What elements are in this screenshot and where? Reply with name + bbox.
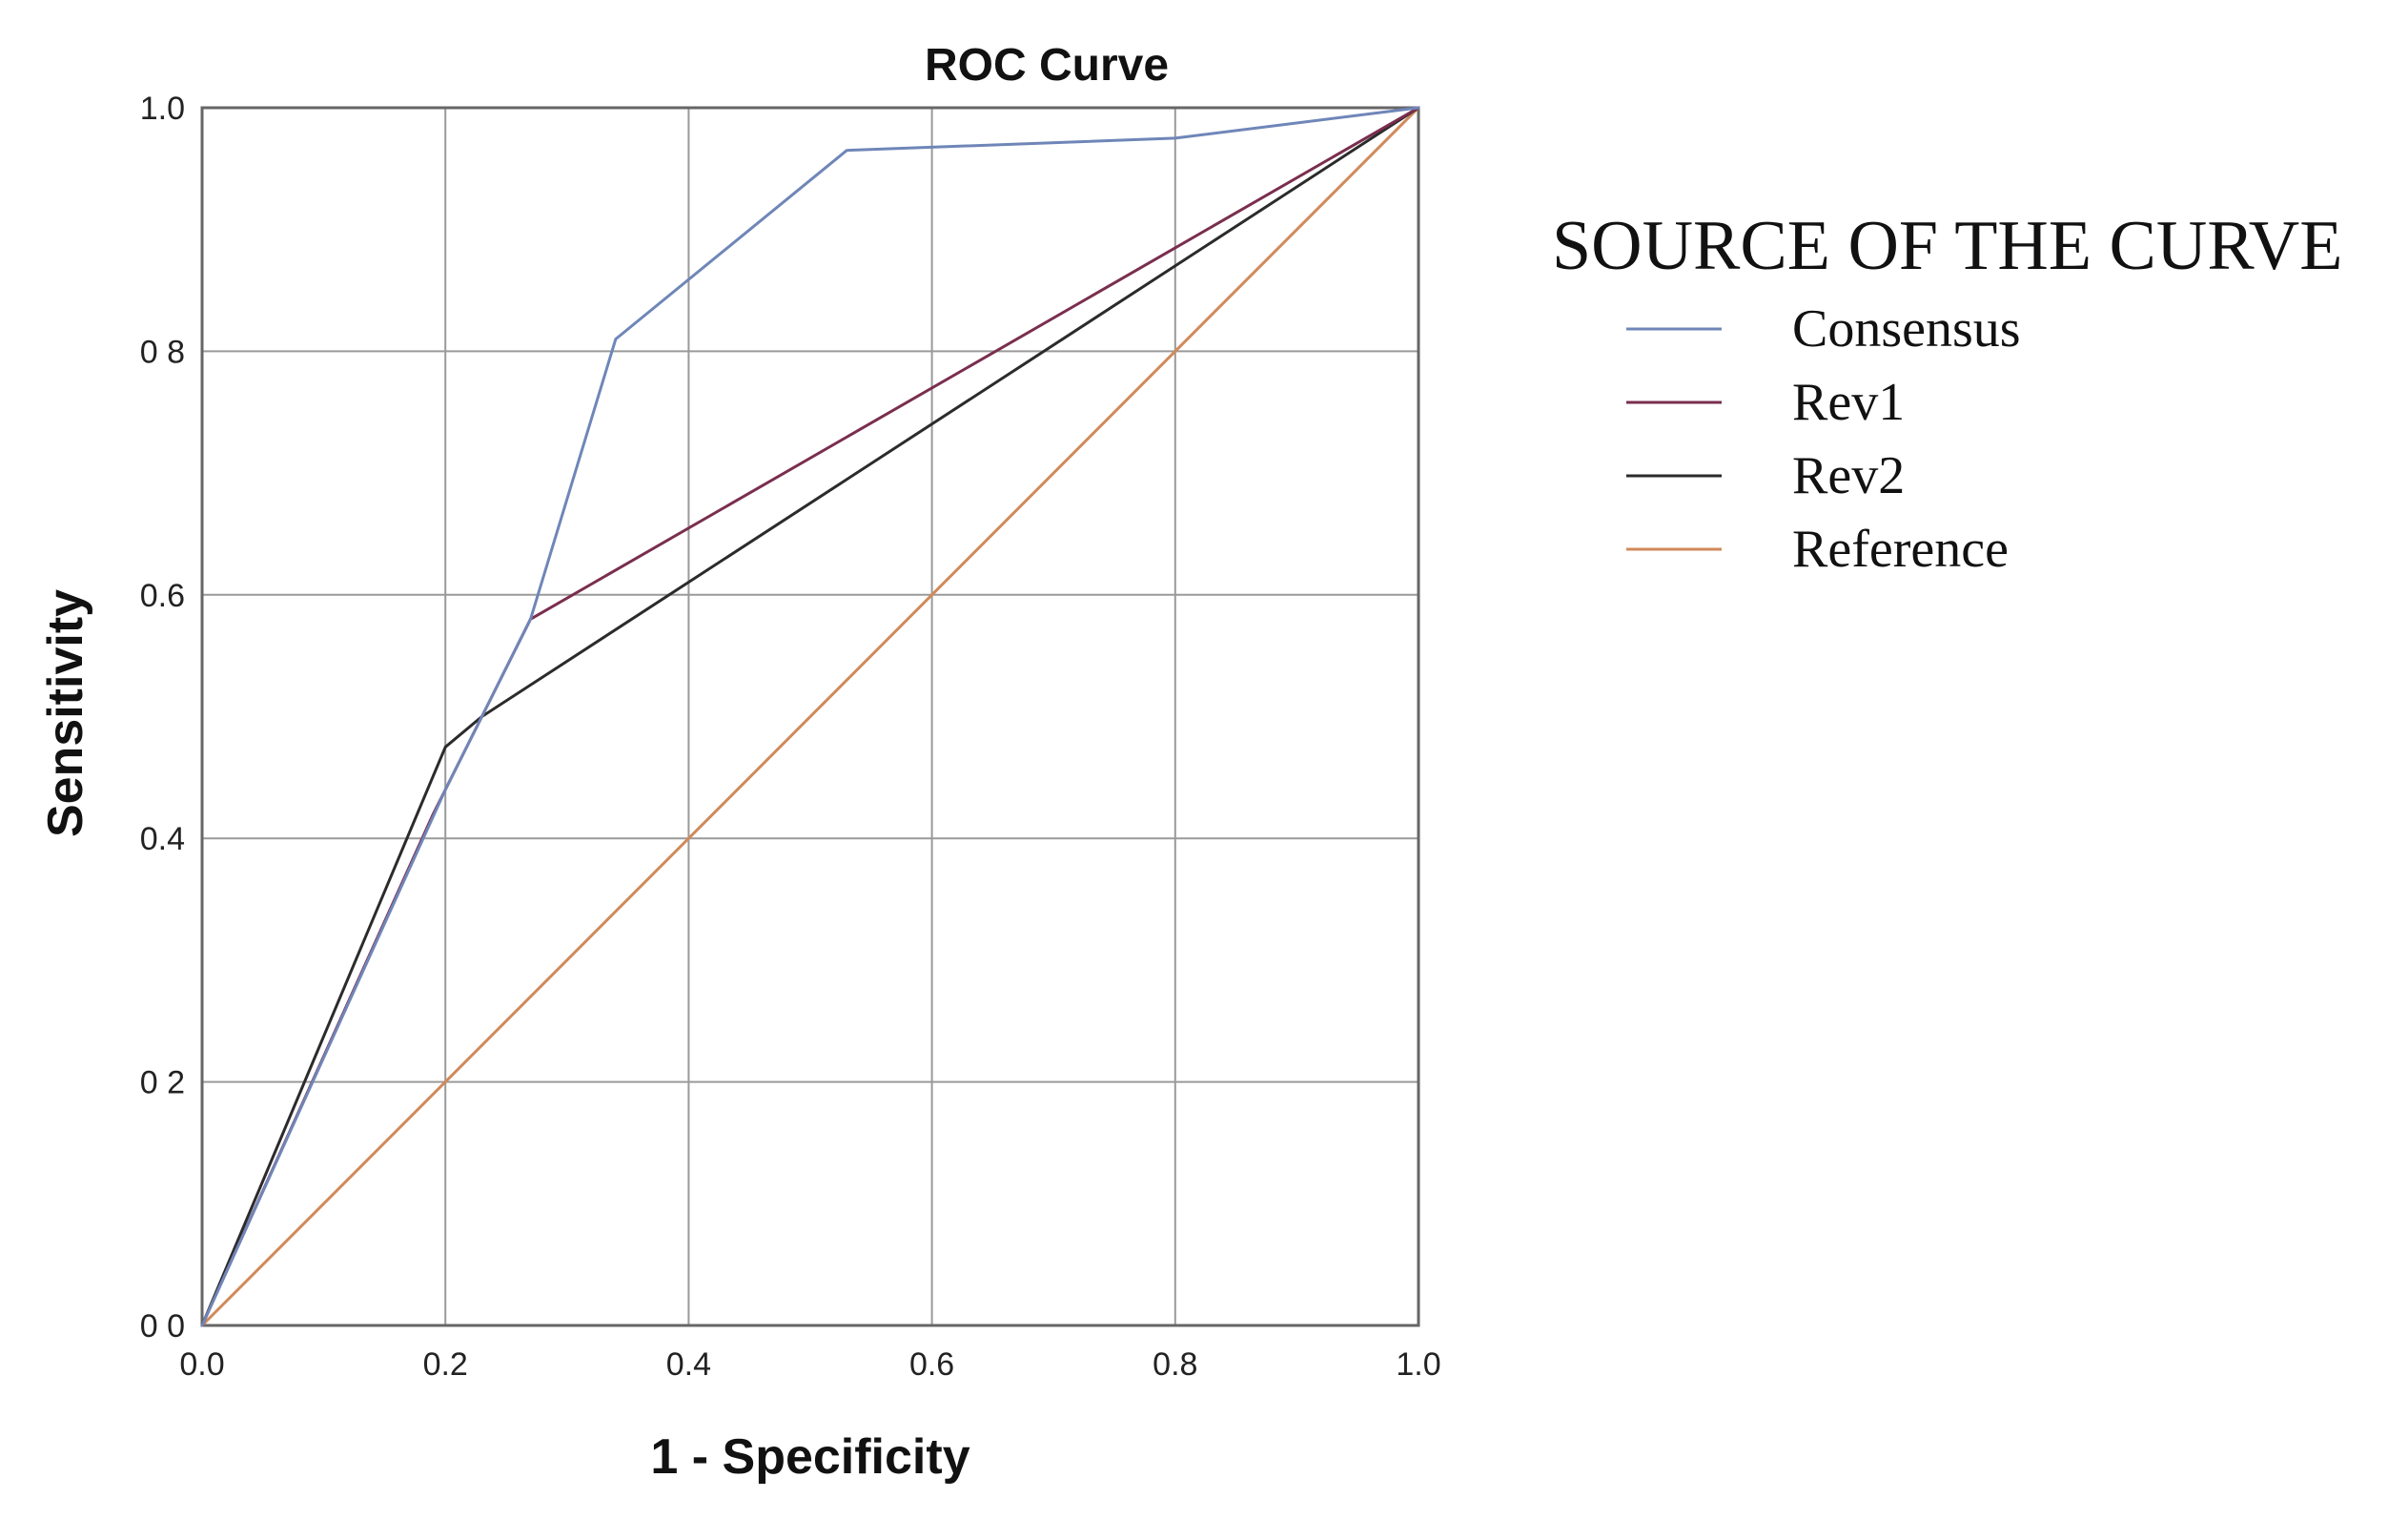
legend-title: SOURCE OF THE CURVE [1552, 207, 2342, 285]
chart-title: ROC Curve [925, 40, 1169, 91]
series-lines [200, 106, 1420, 1327]
y-tick-label: 0.4 [140, 821, 185, 857]
y-tick-label: 1.0 [140, 91, 185, 127]
grid [202, 108, 1418, 1325]
x-tick-label: 0.0 [179, 1346, 224, 1383]
x-tick-label: 0.2 [423, 1346, 468, 1383]
legend-item-rev2: Rev2 [1626, 446, 1905, 505]
legend-item-consensus: Consensus [1626, 299, 2021, 359]
legend-items: Consensus Rev1 Rev2 Reference [1626, 299, 2021, 579]
x-tick-label: 1.0 [1396, 1346, 1440, 1383]
legend-label: Consensus [1792, 299, 2021, 359]
legend: SOURCE OF THE CURVE Consensus Rev1 Rev2 Ref… [1552, 207, 2342, 579]
legend-item-rev1: Rev1 [1626, 373, 1905, 432]
plot-frame [200, 106, 1420, 1327]
series-line-reference [200, 106, 1420, 1327]
legend-item-reference: Reference [1626, 520, 2009, 579]
legend-label: Reference [1792, 520, 2009, 579]
x-tick-label: 0.8 [1153, 1346, 1197, 1383]
legend-label: Rev2 [1792, 446, 1905, 505]
x-tick-label: 0.4 [666, 1346, 711, 1383]
x-tick-label: 0.6 [909, 1346, 954, 1383]
legend-label: Rev1 [1792, 373, 1905, 432]
series-line-rev2 [200, 106, 1420, 1327]
y-tick-label: 0.6 [140, 578, 185, 614]
x-axis-label: 1 - Specificity [650, 1429, 969, 1485]
y-tick-label: 0 2 [140, 1065, 185, 1101]
y-tick-label: 0 8 [140, 334, 185, 370]
series-line-consensus [200, 106, 1420, 1327]
y-tick-labels: 0 0 0 2 0.4 0.6 0 8 1.0 [140, 91, 185, 1345]
y-tick-label: 0 0 [140, 1308, 185, 1345]
x-tick-labels: 0.0 0.2 0.4 0.6 0.8 1.0 [179, 1346, 1440, 1383]
y-axis-label: Sensitivity [38, 589, 93, 837]
